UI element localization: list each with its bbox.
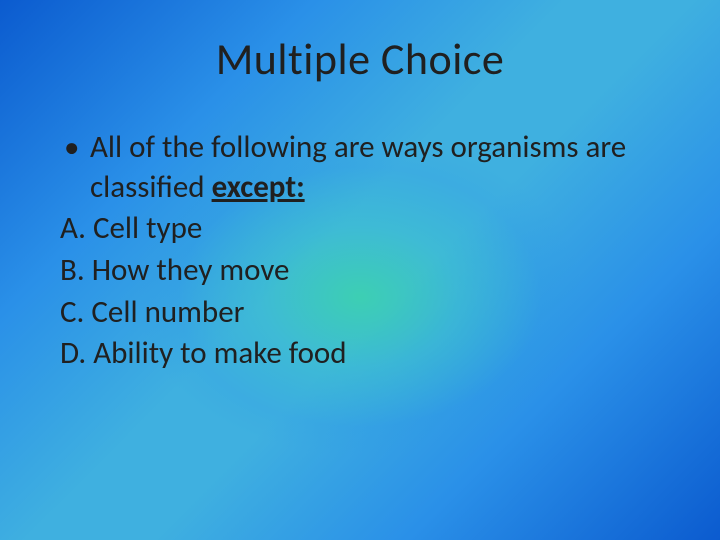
option-text: Cell type <box>93 209 202 247</box>
option-text: Cell number <box>91 293 244 331</box>
slide-container: Multiple Choice • All of the following a… <box>0 0 720 540</box>
slide-body: • All of the following are ways organism… <box>58 128 662 374</box>
option-text: Ability to make food <box>93 334 346 372</box>
option-text: How they move <box>92 251 290 289</box>
question-prefix: All of the following are ways organisms … <box>90 128 626 206</box>
question-emph: except: <box>212 168 305 206</box>
bullet-icon: • <box>64 128 79 168</box>
option-label: D. <box>60 334 86 372</box>
option-label: A. <box>60 209 86 247</box>
option-d: D. Ability to make food <box>58 334 662 374</box>
question-text: • All of the following are ways organism… <box>58 128 662 207</box>
option-b: B. How they move <box>58 251 662 291</box>
slide-title: Multiple Choice <box>58 32 662 86</box>
option-label: C. <box>60 293 84 331</box>
option-a: A. Cell type <box>58 209 662 249</box>
option-c: C. Cell number <box>58 293 662 333</box>
option-label: B. <box>60 251 85 289</box>
